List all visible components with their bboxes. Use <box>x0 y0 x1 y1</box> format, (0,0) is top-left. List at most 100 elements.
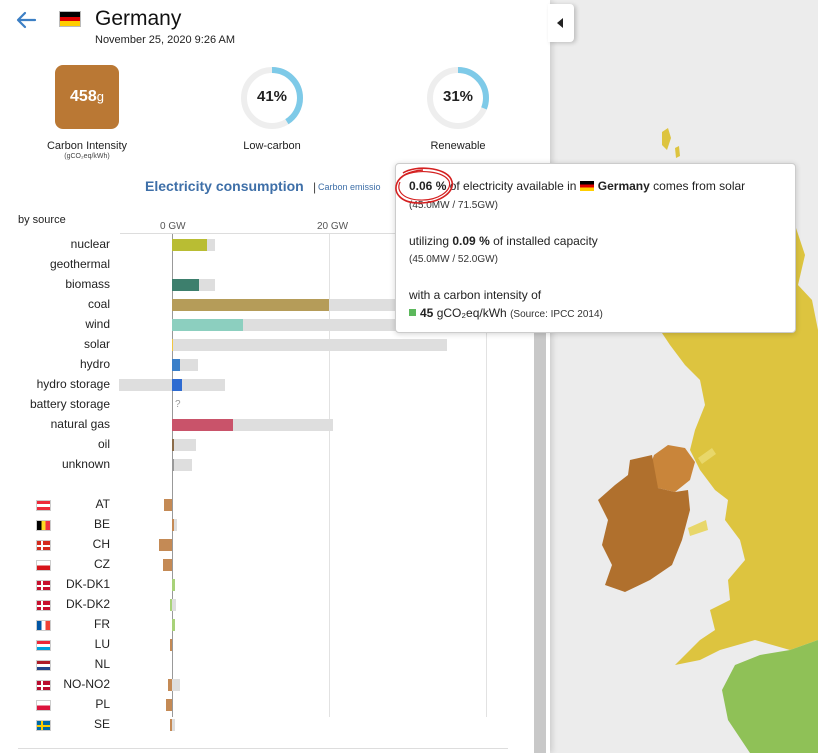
red-circle-annotation <box>395 167 454 204</box>
tooltip-util-suffix: of installed capacity <box>493 234 598 248</box>
exchange-label-NO-NO2: NO-NO2 <box>63 677 110 691</box>
exchange-capacity-bar <box>172 519 178 531</box>
collapse-panel-button[interactable] <box>548 4 574 42</box>
tooltip-share-line: 0.06 % of electricity available in Germa… <box>409 179 745 193</box>
zone-details-panel: Germany November 25, 2020 9:26 AM 458g C… <box>14 7 546 753</box>
production-bar-nuclear <box>172 239 208 251</box>
exchange-label-SE: SE <box>93 717 110 731</box>
exchange-bar-SE <box>169 719 172 731</box>
source-label-unknown: unknown <box>61 457 110 471</box>
germany-flag-icon <box>59 11 81 27</box>
exchange-bar-LU <box>170 639 173 651</box>
exchange-label-DK-DK1: DK-DK1 <box>65 577 110 591</box>
exchange-label-CZ: CZ <box>94 557 110 571</box>
tooltip-text-1: of electricity available in <box>449 179 577 193</box>
tooltip-util-percent: 0.09 % <box>452 234 490 248</box>
tooltip-ci-unit: gCO₂eq/kWh <box>436 306 507 320</box>
tooltip-ci-line: 45 gCO₂eq/kWh (Source: IPCC 2014) <box>409 306 603 320</box>
production-bar-hydro <box>172 359 180 371</box>
source-label-battery-storage: battery storage <box>29 397 110 411</box>
source-label-coal: coal <box>87 297 110 311</box>
source-label-oil: oil <box>97 437 110 451</box>
exchange-bar-DK-DK1 <box>172 579 176 591</box>
exchange-capacity-bar <box>172 679 180 691</box>
source-label-natural-gas: natural gas <box>50 417 110 431</box>
france-flag-icon <box>36 620 51 631</box>
tooltip-zone: Germany <box>597 179 650 193</box>
tooltip-detail-1: (45.0MW / 71.5GW) <box>409 200 498 211</box>
low-carbon-label: Low-carbon <box>243 140 301 152</box>
germany-flag-icon <box>579 181 594 191</box>
tooltip-util-prefix: utilizing <box>409 234 450 248</box>
panel-scrollbar[interactable] <box>534 318 546 753</box>
carbon-intensity-label: Carbon Intensity <box>46 140 128 152</box>
exchange-label-NL: NL <box>94 657 110 671</box>
exchange-bar-CZ <box>163 559 172 571</box>
grid-line <box>486 234 487 717</box>
tooltip-ci-value: 45 <box>420 306 434 320</box>
carbon-intensity-value: 458 <box>70 88 97 105</box>
exchange-bar-BE <box>172 519 175 531</box>
source-label-hydro-storage: hydro storage <box>36 377 110 391</box>
ireland-region[interactable] <box>598 455 690 592</box>
tooltip-detail-2: (45.0MW / 52.0GW) <box>409 254 498 265</box>
tooltip-ci-source: (Source: IPCC 2014) <box>510 309 603 320</box>
exchange-bar-CH <box>159 539 172 551</box>
solar-tooltip: 0.06 % of electricity available in Germa… <box>395 163 796 333</box>
zone-timestamp: November 25, 2020 9:26 AM <box>95 34 236 46</box>
map-canvas[interactable] <box>550 0 818 753</box>
tab-separator: | <box>313 180 317 194</box>
exchange-capacity-bar <box>172 599 176 611</box>
x-axis-rule <box>120 233 420 234</box>
switzerland-flag-icon <box>36 540 51 551</box>
production-bar-oil <box>172 439 175 451</box>
sweden-flag-icon <box>36 720 51 731</box>
x-tick-label: 0 GW <box>160 221 186 232</box>
poland-flag-icon <box>36 700 51 711</box>
tooltip-percent: 0.06 % <box>409 179 447 193</box>
production-bar-natural-gas <box>172 419 234 431</box>
capacity-bar <box>172 379 225 391</box>
zero-axis-line <box>172 234 173 717</box>
zone-title: Germany <box>95 7 182 30</box>
source-label-nuclear: nuclear <box>70 237 110 251</box>
capacity-bar-negative <box>119 379 172 391</box>
northern-ireland-region[interactable] <box>648 445 695 492</box>
exchange-label-BE: BE <box>93 517 110 531</box>
denmark-flag-icon <box>36 580 51 591</box>
production-bar-wind <box>172 319 243 331</box>
renewable-gauge <box>427 67 489 129</box>
netherlands-flag-icon <box>36 660 51 671</box>
exchange-label-FR: FR <box>94 617 110 631</box>
luxembourg-flag-icon <box>36 640 51 651</box>
section-divider <box>18 748 508 749</box>
low-carbon-value: 41% <box>256 88 288 105</box>
unknown-value-mark: ? <box>175 399 181 410</box>
grid-line <box>329 234 330 717</box>
production-bar-unknown <box>172 459 175 471</box>
caret-left-icon <box>557 18 563 28</box>
electricity-consumption-tab[interactable]: Electricity consumption <box>145 178 304 194</box>
capacity-bar <box>172 439 196 451</box>
source-label-biomass: biomass <box>65 277 110 291</box>
netherlands-region[interactable] <box>722 640 818 753</box>
exchange-bar-DK-DK2 <box>170 599 173 611</box>
source-label-geothermal: geothermal <box>49 257 110 271</box>
renewable-value: 31% <box>442 88 474 105</box>
carbon-emissions-tab[interactable]: Carbon emissio <box>318 182 381 192</box>
carbon-color-swatch <box>409 309 416 316</box>
exchange-label-LU: LU <box>94 637 110 651</box>
by-source-header: by source <box>18 214 66 226</box>
capacity-bar <box>172 459 193 471</box>
flag-cross <box>37 685 50 687</box>
exchange-bar-PL <box>165 699 172 711</box>
capacity-bar <box>172 339 447 351</box>
arrow-left-icon[interactable] <box>14 8 38 32</box>
belgium-flag-icon <box>36 520 51 531</box>
electricity-map[interactable] <box>550 0 818 753</box>
x-tick-label: 20 GW <box>317 221 349 232</box>
source-label-solar: solar <box>83 337 110 351</box>
carbon-intensity-badge: 458g <box>55 65 119 129</box>
carbon-intensity-suffix: g <box>96 89 104 104</box>
source-label-hydro: hydro <box>79 357 110 371</box>
